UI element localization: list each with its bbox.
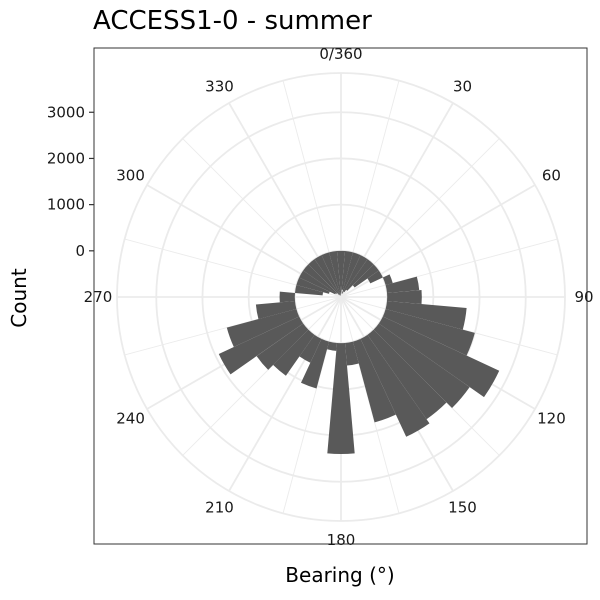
bar-320 <box>308 259 340 296</box>
bar-340 <box>321 252 341 296</box>
bar-30 <box>343 255 368 293</box>
bar-260 <box>255 301 297 320</box>
angle-label-210: 210 <box>205 498 234 516</box>
angle-label-240: 240 <box>116 410 145 428</box>
bar-110 <box>382 308 475 356</box>
bar-80 <box>385 276 420 293</box>
angle-label-30: 30 <box>453 78 472 96</box>
bar-100 <box>385 301 467 330</box>
angle-label-300: 300 <box>116 167 145 185</box>
angle-label-120: 120 <box>537 410 566 428</box>
bar-230 <box>256 323 309 370</box>
bar-210 <box>299 334 322 363</box>
angle-label-180: 180 <box>327 531 356 549</box>
bar-10 <box>341 250 353 290</box>
y-axis: 0 1000 2000 3000 <box>47 103 94 260</box>
bar-290 <box>296 277 330 294</box>
bar-0 <box>336 250 346 294</box>
radial-gridline <box>155 111 527 483</box>
y-tick-label: 2000 <box>47 149 85 167</box>
bar-280 <box>294 285 324 296</box>
label-layer: 0/360 30 60 90 120 150 180 210 240 270 300 330 <box>84 45 594 549</box>
bar-40 <box>346 259 374 291</box>
angle-label-60: 60 <box>542 167 561 185</box>
bar-150 <box>360 334 430 437</box>
bar-190 <box>327 341 337 351</box>
bar-20 <box>341 252 361 294</box>
bar-240 <box>218 316 304 375</box>
bar-200 <box>300 338 330 389</box>
bar-350 <box>329 250 341 296</box>
minor-spoke <box>340 238 558 298</box>
bar-160 <box>352 338 396 423</box>
bar-270 <box>279 291 295 303</box>
major-spoke <box>228 296 342 492</box>
bar-140 <box>367 329 447 420</box>
chart-title: ACCESS1-0 - summer <box>93 6 372 36</box>
outer-ring <box>116 72 566 522</box>
bar-300 <box>299 270 336 295</box>
angle-label-150: 150 <box>448 498 477 516</box>
bar-50 <box>352 264 379 288</box>
bar-250 <box>226 308 300 347</box>
minor-spoke <box>282 296 342 514</box>
bar-70 <box>382 274 393 286</box>
angle-label-270: 270 <box>84 288 113 306</box>
angle-label-330: 330 <box>205 78 234 96</box>
angle-label-0: 0/360 <box>319 45 362 63</box>
y-axis-title: Count <box>7 268 31 328</box>
angle-label-90: 90 <box>574 288 593 306</box>
bar-330 <box>314 255 341 296</box>
y-tick-label: 0 <box>75 242 85 260</box>
bar-90 <box>387 289 422 305</box>
bar-60 <box>367 270 383 284</box>
x-axis-title: Bearing (°) <box>285 563 394 587</box>
bar-310 <box>303 264 338 294</box>
bar-170 <box>345 341 359 366</box>
bar-120 <box>378 316 500 398</box>
y-tick-label: 1000 <box>47 196 85 214</box>
bar-220 <box>273 329 315 376</box>
bar-130 <box>373 323 470 409</box>
y-tick-label: 3000 <box>47 103 85 121</box>
minor-spoke <box>182 296 342 456</box>
bar-layer <box>218 250 500 455</box>
bar-180 <box>327 343 355 455</box>
